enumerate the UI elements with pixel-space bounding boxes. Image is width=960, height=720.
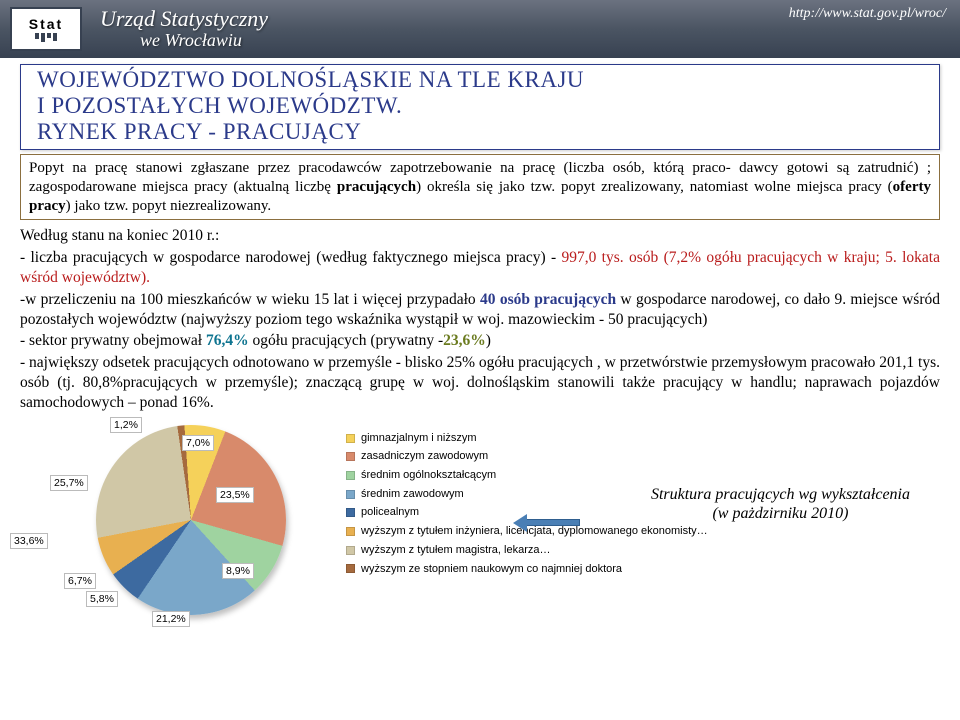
pie-chart: 1,2%7,0%25,7%23,5%33,6%6,7%8,9%5,8%21,2%	[40, 415, 330, 625]
body-highlight: 23,6%	[443, 332, 486, 349]
pct-label: 7,0%	[182, 435, 214, 451]
body-line1: Według stanu na koniec 2010 r.:	[20, 226, 940, 246]
legend-label: średnim ogólnokształcącym	[361, 466, 496, 485]
legend-label: zasadniczym zawodowym	[361, 447, 488, 466]
body-part: - liczba pracujących w gospodarce narodo…	[20, 249, 561, 266]
header-url: http://www.stat.gov.pl/wroc/	[789, 6, 946, 22]
body-highlight: 76,4%	[206, 332, 249, 349]
pct-label: 25,7%	[50, 475, 88, 491]
pct-label: 6,7%	[64, 573, 96, 589]
legend-swatch	[346, 490, 355, 499]
legend-label: wyższym z tytułem magistra, lekarza…	[361, 541, 550, 560]
legend-swatch	[346, 527, 355, 536]
logo: Stat	[10, 7, 82, 51]
def-part: ) jako tzw. popyt niezrealizowany.	[66, 198, 271, 214]
title-line1: WOJEWÓDZTWO DOLNOŚLĄSKIE NA TLE KRAJU	[37, 67, 931, 93]
legend-item: zasadniczym zawodowym	[346, 447, 708, 466]
content: WOJEWÓDZTWO DOLNOŚLĄSKIE NA TLE KRAJU I …	[0, 58, 960, 629]
legend-item: wyższym z tytułem magistra, lekarza…	[346, 541, 708, 560]
caption-line2: (w pażdzirniku 2010)	[651, 504, 910, 523]
pct-label: 21,2%	[152, 611, 190, 627]
body-part: - sektor prywatny obejmował	[20, 332, 206, 349]
body-part: ogółu pracujących (prywatny -	[249, 332, 444, 349]
body-line4: - sektor prywatny obejmował 76,4% ogółu …	[20, 331, 940, 351]
legend-label: średnim zawodowym	[361, 485, 464, 504]
body-text: Według stanu na koniec 2010 r.: - liczba…	[20, 226, 940, 412]
header-title-line1: Urząd Statystyczny	[100, 7, 268, 31]
caption-line1: Struktura pracujących wg wykształcenia	[651, 485, 910, 504]
legend-label: policealnym	[361, 503, 419, 522]
pct-label: 1,2%	[110, 417, 142, 433]
pie-graphic	[96, 425, 286, 615]
chart-caption: Struktura pracujących wg wykształcenia (…	[651, 485, 910, 523]
body-line5: - największy odsetek pracujących odnotow…	[20, 353, 940, 412]
definition-text: Popyt na pracę stanowi zgłaszane przez p…	[29, 159, 931, 215]
pct-label: 33,6%	[10, 533, 48, 549]
title-line3: RYNEK PRACY - PRACUJĄCY	[37, 119, 931, 145]
def-bold: pracujących	[337, 179, 416, 195]
pct-label: 23,5%	[216, 487, 254, 503]
pct-label: 5,8%	[86, 591, 118, 607]
header-title: Urząd Statystyczny we Wrocławiu	[100, 7, 268, 51]
legend-item: średnim ogólnokształcącym	[346, 466, 708, 485]
body-line3: -w przeliczeniu na 100 mieszkańców w wie…	[20, 290, 940, 330]
def-part: ) określa się jako tzw. popyt zrealizowa…	[416, 179, 893, 195]
body-part: -w przeliczeniu na 100 mieszkańców w wie…	[20, 291, 480, 308]
legend-swatch	[346, 508, 355, 517]
body-line2: - liczba pracujących w gospodarce narodo…	[20, 248, 940, 288]
legend-label: wyższym ze stopniem naukowym co najmniej…	[361, 560, 622, 579]
title-line2: I POZOSTAŁYCH WOJEWÓDZTW.	[37, 93, 931, 119]
arrow-icon	[524, 519, 580, 526]
legend-swatch	[346, 471, 355, 480]
legend-item: gimnazjalnym i niższym	[346, 429, 708, 448]
legend-swatch	[346, 434, 355, 443]
def-part: Popyt na pracę stanowi zgłaszane przez p…	[29, 160, 731, 176]
body-part: )	[486, 332, 491, 349]
body-highlight: 997,0 tys.	[561, 249, 623, 266]
legend-item: wyższym ze stopniem naukowym co najmniej…	[346, 560, 708, 579]
logo-text: Stat	[29, 16, 63, 32]
body-highlight: 40 osób pracujących	[480, 291, 616, 308]
definition-box: Popyt na pracę stanowi zgłaszane przez p…	[20, 154, 940, 220]
header-title-line2: we Wrocławiu	[140, 31, 268, 51]
legend-swatch	[346, 452, 355, 461]
pct-label: 8,9%	[222, 563, 254, 579]
legend-swatch	[346, 564, 355, 573]
legend-label: gimnazjalnym i niższym	[361, 429, 477, 448]
legend-swatch	[346, 546, 355, 555]
chart-area: 1,2%7,0%25,7%23,5%33,6%6,7%8,9%5,8%21,2%…	[20, 415, 940, 625]
page-header: Stat Urząd Statystyczny we Wrocławiu htt…	[0, 0, 960, 58]
logo-bars-icon	[35, 33, 57, 42]
title-box: WOJEWÓDZTWO DOLNOŚLĄSKIE NA TLE KRAJU I …	[20, 64, 940, 150]
